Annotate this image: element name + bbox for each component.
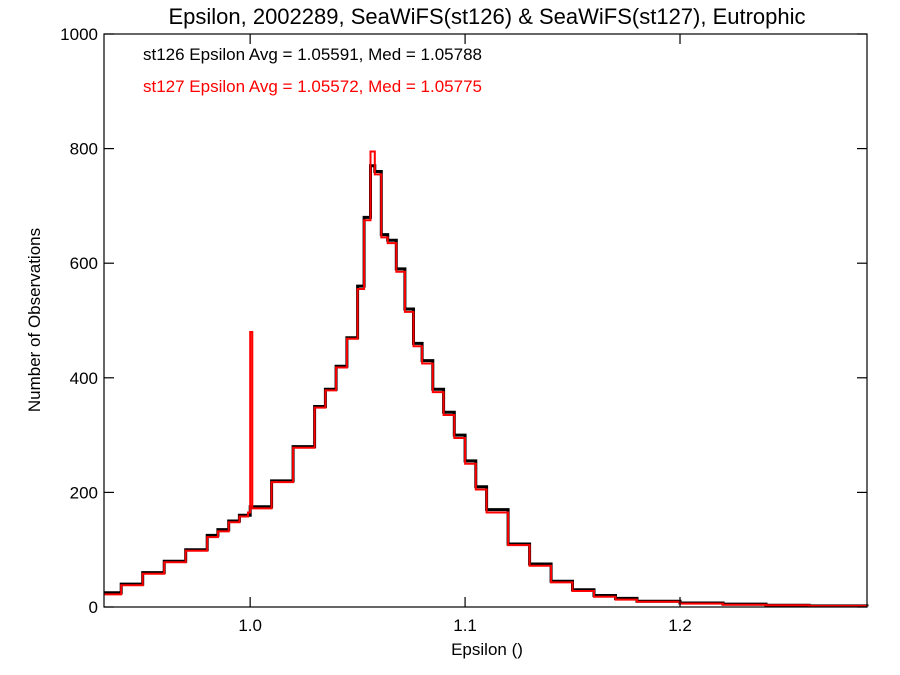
x-tick-label: 1.1 (453, 616, 477, 635)
x-axis: 1.0 1.1 1.2 (238, 34, 692, 635)
y-tick-label: 0 (89, 598, 98, 617)
y-tick-label: 600 (70, 254, 98, 273)
x-axis-title: Epsilon () (451, 640, 523, 659)
y-tick-label: 200 (70, 483, 98, 502)
annotation-st127: st127 Epsilon Avg = 1.05572, Med = 1.057… (143, 77, 482, 96)
plot-area (104, 150, 869, 608)
y-tick-label: 400 (70, 369, 98, 388)
x-tick-label: 1.0 (238, 616, 262, 635)
annotation-st126: st126 Epsilon Avg = 1.05591, Med = 1.057… (143, 45, 482, 64)
y-tick-label: 800 (70, 140, 98, 159)
y-axis: 0 200 400 600 800 1000 (60, 25, 867, 617)
y-tick-label: 1000 (60, 25, 98, 44)
y-axis-title: Number of Observations (25, 228, 44, 412)
plot-frame (103, 33, 868, 608)
chart-title: Epsilon, 2002289, SeaWiFS(st126) & SeaWi… (168, 4, 805, 29)
x-tick-label: 1.2 (668, 616, 692, 635)
series-line-st126 (104, 164, 869, 608)
series-line-st127 (104, 150, 868, 607)
